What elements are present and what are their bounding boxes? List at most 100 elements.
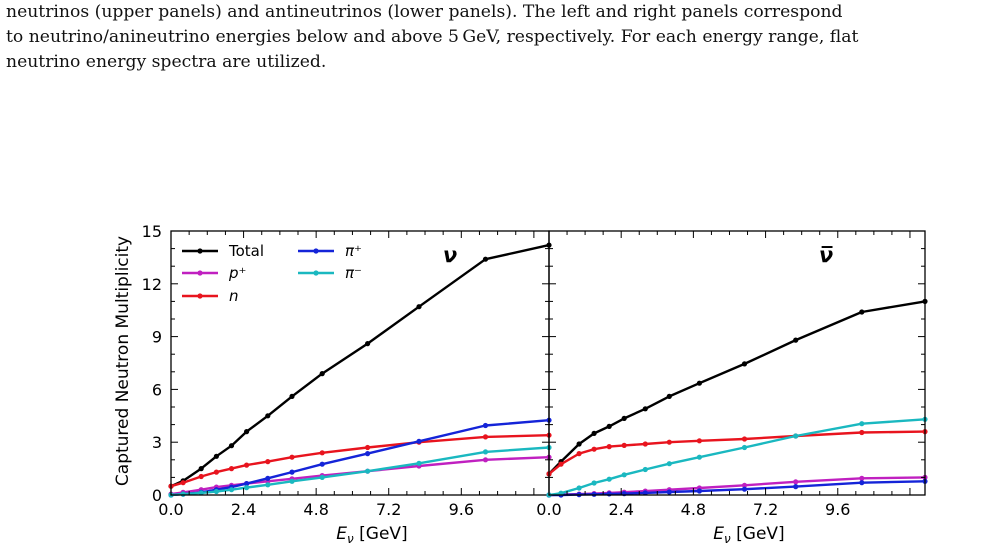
data-point [696, 454, 703, 460]
data-point [482, 434, 489, 440]
series-line-n [548, 430, 926, 475]
x-tick-label: 9.6 [449, 500, 474, 519]
data-point [198, 473, 204, 480]
data-point [265, 413, 271, 419]
data-point [416, 460, 422, 466]
x-tick-label: 0.0 [536, 500, 561, 519]
data-point [741, 361, 748, 367]
data-point [642, 490, 648, 496]
data-point [198, 466, 204, 472]
data-point [859, 475, 865, 481]
y-tick-label: 0 [152, 486, 162, 505]
data-point [591, 480, 597, 486]
data-point [180, 480, 186, 486]
data-point [576, 441, 582, 447]
data-point [666, 489, 672, 495]
series-line-π⁺ [549, 480, 926, 497]
data-point [244, 462, 250, 468]
panel-label: ν̅ [819, 243, 833, 267]
data-point [213, 488, 219, 495]
data-point [696, 488, 703, 494]
data-point [793, 337, 799, 343]
data-point [289, 469, 295, 475]
legend-marker [197, 248, 203, 254]
legend-marker [197, 270, 203, 276]
data-point [606, 491, 612, 497]
chart-panel-neutrino: 0.0 2.4 4.8 7.2 9.6 Eν [GeV] ν [158, 230, 552, 546]
data-point [859, 421, 865, 427]
data-point [416, 438, 422, 444]
data-point [793, 479, 799, 485]
data-point [576, 485, 582, 491]
data-point [416, 304, 422, 310]
x-tick-label: 4.8 [681, 500, 706, 519]
data-point [606, 423, 612, 429]
data-point [859, 429, 865, 436]
x-tick-label: 7.2 [376, 500, 401, 519]
data-point [696, 380, 703, 386]
data-point [666, 439, 672, 445]
data-point [289, 478, 295, 484]
data-point [228, 487, 235, 493]
data-point [213, 469, 219, 475]
x-tick-label: 4.8 [303, 500, 328, 519]
data-point [228, 443, 235, 449]
data-point [591, 491, 597, 497]
data-point [244, 429, 250, 435]
x-axis-label: Eν [GeV] [336, 524, 407, 546]
y-tick-label: 3 [152, 433, 162, 452]
data-point [289, 393, 295, 399]
data-point [198, 490, 204, 496]
data-point [482, 457, 489, 463]
data-point [482, 449, 489, 455]
data-point [576, 451, 582, 457]
figure-caption: neutrinos (upper panels) and antineutrin… [6, 0, 996, 75]
x-tick-label: 9.6 [825, 500, 850, 519]
data-point [319, 371, 325, 377]
y-tick-label: 12 [142, 275, 162, 294]
data-point [591, 430, 597, 436]
data-point [621, 442, 627, 448]
panel-label: ν [443, 243, 457, 267]
data-point [319, 474, 325, 480]
y-tick-label: 6 [152, 380, 162, 399]
legend-label: π⁻ [345, 264, 362, 282]
data-point [696, 438, 703, 444]
data-point [265, 459, 271, 465]
data-point [606, 444, 612, 450]
x-tick-label: 2.4 [231, 500, 256, 519]
series-line-π⁺ [170, 419, 550, 497]
data-point [606, 476, 612, 482]
legend-label: p⁺ [228, 264, 246, 282]
data-point [793, 433, 799, 439]
data-point [244, 485, 250, 491]
legend-marker [313, 270, 319, 276]
data-point [265, 475, 271, 481]
caption-line: neutrinos (upper panels) and antineutrin… [6, 2, 843, 22]
data-point [741, 482, 748, 488]
legend-marker [197, 293, 203, 299]
y-axis-label: Captured Neutron Multiplicity [113, 236, 133, 486]
data-point [666, 461, 672, 467]
data-point [365, 451, 371, 457]
data-point [642, 441, 648, 447]
data-point [365, 444, 371, 451]
data-point [741, 486, 748, 492]
data-point [666, 393, 672, 399]
x-tick-label: 2.4 [608, 500, 633, 519]
data-point [741, 436, 748, 442]
data-point [180, 491, 186, 497]
data-point [213, 453, 219, 459]
data-point [244, 481, 250, 487]
data-point [365, 341, 371, 347]
chart-panel-antineutrino: 0.0 2.4 4.8 7.2 9.6 Eν [GeV] ν̅ [536, 230, 928, 546]
data-point [621, 415, 627, 421]
y-tick-label: 9 [152, 328, 162, 347]
legend-label: π⁺ [345, 242, 362, 260]
data-point [621, 472, 627, 478]
data-point [793, 484, 799, 490]
data-point [591, 446, 597, 452]
x-tick-label: 0.0 [158, 500, 183, 519]
x-axis-label: Eν [GeV] [713, 524, 784, 546]
